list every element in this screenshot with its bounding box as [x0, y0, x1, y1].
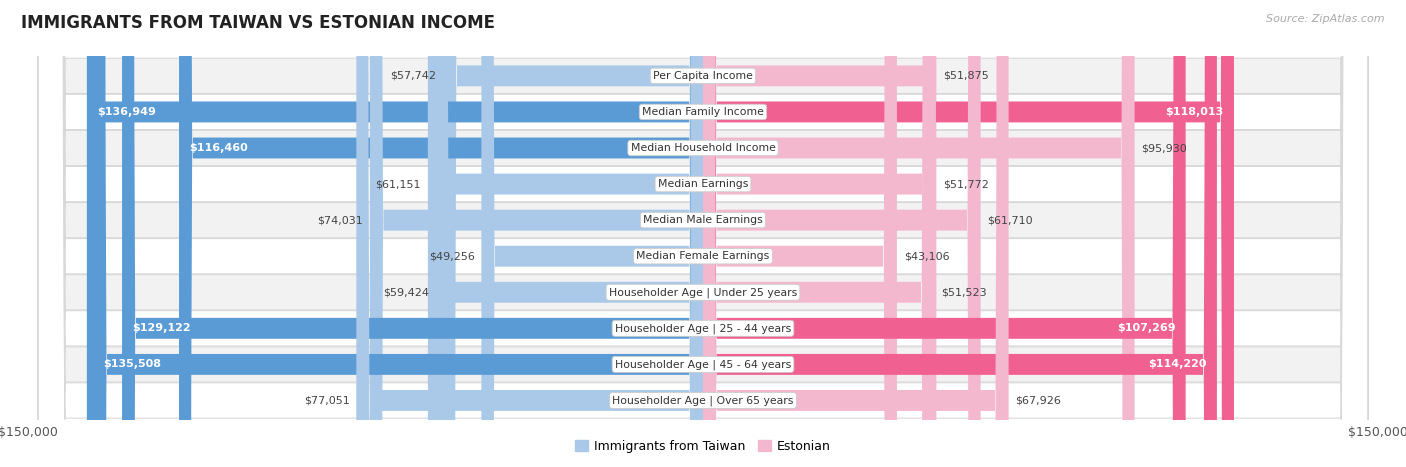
FancyBboxPatch shape [703, 0, 980, 467]
FancyBboxPatch shape [703, 0, 936, 467]
Text: IMMIGRANTS FROM TAIWAN VS ESTONIAN INCOME: IMMIGRANTS FROM TAIWAN VS ESTONIAN INCOM… [21, 14, 495, 32]
FancyBboxPatch shape [38, 0, 1368, 467]
Legend: Immigrants from Taiwan, Estonian: Immigrants from Taiwan, Estonian [571, 435, 835, 458]
FancyBboxPatch shape [443, 0, 703, 467]
FancyBboxPatch shape [38, 0, 1368, 467]
Text: $61,710: $61,710 [987, 215, 1033, 225]
FancyBboxPatch shape [703, 0, 935, 467]
Text: $51,523: $51,523 [942, 287, 987, 297]
FancyBboxPatch shape [38, 0, 1368, 467]
Text: $114,220: $114,220 [1149, 360, 1206, 369]
FancyBboxPatch shape [703, 0, 1008, 467]
FancyBboxPatch shape [38, 0, 1368, 467]
Text: Per Capita Income: Per Capita Income [652, 71, 754, 81]
Text: $135,508: $135,508 [104, 360, 162, 369]
FancyBboxPatch shape [93, 0, 703, 467]
Text: Median Family Income: Median Family Income [643, 107, 763, 117]
Text: $51,772: $51,772 [942, 179, 988, 189]
Text: $77,051: $77,051 [304, 396, 350, 405]
Text: $107,269: $107,269 [1116, 323, 1175, 333]
FancyBboxPatch shape [481, 0, 703, 467]
Text: $59,424: $59,424 [382, 287, 429, 297]
Text: Median Female Earnings: Median Female Earnings [637, 251, 769, 261]
FancyBboxPatch shape [356, 0, 703, 467]
Text: $51,875: $51,875 [943, 71, 988, 81]
Text: $57,742: $57,742 [391, 71, 436, 81]
Text: Householder Age | Over 65 years: Householder Age | Over 65 years [612, 395, 794, 406]
FancyBboxPatch shape [703, 0, 1135, 467]
FancyBboxPatch shape [703, 0, 1218, 467]
FancyBboxPatch shape [38, 0, 1368, 467]
Text: $67,926: $67,926 [1015, 396, 1062, 405]
Text: $136,949: $136,949 [97, 107, 156, 117]
FancyBboxPatch shape [703, 0, 1234, 467]
FancyBboxPatch shape [703, 0, 897, 467]
Text: $129,122: $129,122 [132, 323, 191, 333]
FancyBboxPatch shape [436, 0, 703, 467]
Text: Householder Age | Under 25 years: Householder Age | Under 25 years [609, 287, 797, 297]
FancyBboxPatch shape [87, 0, 703, 467]
Text: Median Earnings: Median Earnings [658, 179, 748, 189]
Text: Householder Age | 45 - 64 years: Householder Age | 45 - 64 years [614, 359, 792, 370]
Text: $49,256: $49,256 [429, 251, 475, 261]
Text: $118,013: $118,013 [1166, 107, 1223, 117]
FancyBboxPatch shape [122, 0, 703, 467]
Text: $61,151: $61,151 [375, 179, 422, 189]
FancyBboxPatch shape [38, 0, 1368, 467]
Text: Source: ZipAtlas.com: Source: ZipAtlas.com [1267, 14, 1385, 24]
FancyBboxPatch shape [370, 0, 703, 467]
FancyBboxPatch shape [703, 0, 936, 467]
Text: $116,460: $116,460 [190, 143, 247, 153]
FancyBboxPatch shape [179, 0, 703, 467]
FancyBboxPatch shape [38, 0, 1368, 467]
FancyBboxPatch shape [38, 0, 1368, 467]
FancyBboxPatch shape [703, 0, 1185, 467]
FancyBboxPatch shape [38, 0, 1368, 467]
Text: Householder Age | 25 - 44 years: Householder Age | 25 - 44 years [614, 323, 792, 333]
Text: $43,106: $43,106 [904, 251, 949, 261]
Text: $95,930: $95,930 [1142, 143, 1187, 153]
Text: Median Household Income: Median Household Income [630, 143, 776, 153]
FancyBboxPatch shape [38, 0, 1368, 467]
Text: Median Male Earnings: Median Male Earnings [643, 215, 763, 225]
Text: $74,031: $74,031 [318, 215, 363, 225]
FancyBboxPatch shape [427, 0, 703, 467]
